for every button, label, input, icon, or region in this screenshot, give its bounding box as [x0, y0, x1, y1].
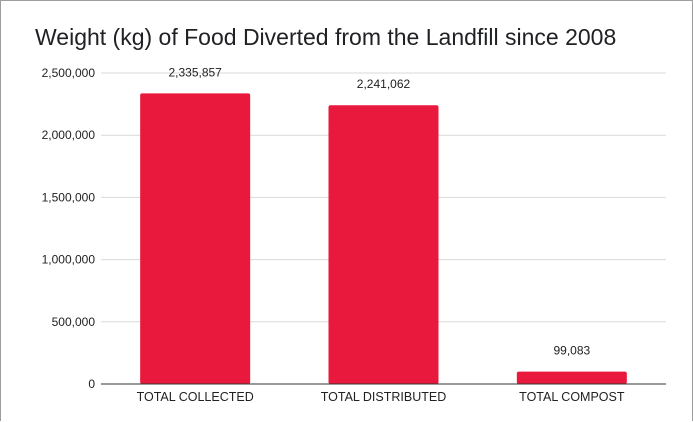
- data-label: 2,241,062: [357, 77, 411, 91]
- data-label: 2,335,857: [168, 65, 222, 79]
- bar: [328, 105, 439, 384]
- y-tick-label: 1,000,000: [42, 253, 96, 267]
- y-tick-label: 0: [88, 377, 95, 391]
- data-label: 99,083: [553, 344, 590, 358]
- y-tick-label: 2,500,000: [42, 66, 96, 80]
- bar: [140, 93, 251, 385]
- chart-title: Weight (kg) of Food Diverted from the La…: [35, 24, 617, 50]
- bar: [516, 371, 627, 384]
- y-tick-label: 2,000,000: [42, 128, 96, 142]
- y-tick-label: 1,500,000: [42, 190, 96, 204]
- x-category-label: TOTAL COLLECTED: [137, 390, 254, 404]
- x-category-label: TOTAL COMPOST: [519, 390, 625, 404]
- x-category-label: TOTAL DISTRIBUTED: [321, 390, 446, 404]
- y-tick-label: 500,000: [52, 315, 96, 329]
